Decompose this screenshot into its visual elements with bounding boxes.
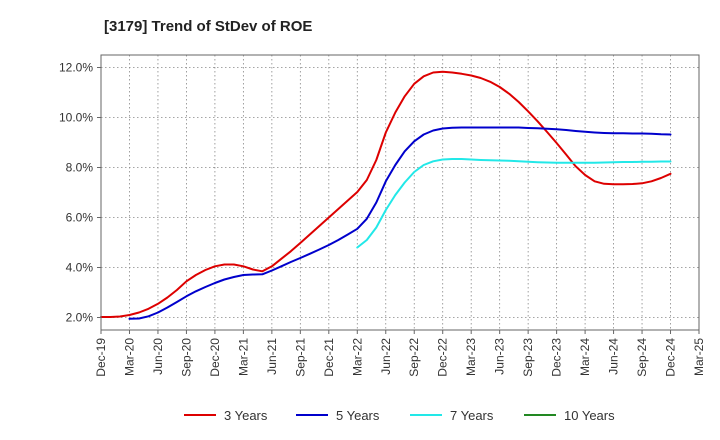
x-tick-label: Mar-24: [578, 338, 592, 376]
x-tick-label: Mar-21: [236, 338, 250, 376]
x-tick-label: Jun-23: [493, 338, 507, 375]
x-tick-label: Sep-24: [635, 338, 649, 377]
y-tick-label: 8.0%: [66, 161, 94, 175]
plot-area-border: [100, 54, 700, 331]
x-tick-label: Jun-21: [265, 338, 279, 375]
x-tick-label: Mar-23: [464, 338, 478, 376]
series-line-7-years: [356, 158, 672, 249]
x-axis-ticks: Dec-19 Mar-20 Jun-20 Sep-20 Dec-20 Mar-21 Jun-…: [94, 330, 706, 377]
legend-label-5-years: 5 Years: [336, 408, 380, 423]
x-tick-label: Sep-22: [407, 338, 421, 377]
x-tick-label: Dec-20: [208, 338, 222, 377]
x-tick-label: Dec-21: [322, 338, 336, 377]
y-tick-label: 6.0%: [66, 211, 94, 225]
x-tick-label: Dec-23: [550, 338, 564, 377]
x-tick-label: Dec-24: [664, 338, 678, 377]
x-tick-label: Mar-22: [350, 338, 364, 376]
legend: 3 Years 5 Years 7 Years 10 Years: [184, 408, 615, 423]
y-tick-label: 2.0%: [66, 311, 94, 325]
chart-title: [3179] Trend of StDev of ROE: [104, 18, 312, 35]
x-tick-label: Dec-22: [436, 338, 450, 377]
legend-label-3-years: 3 Years: [224, 408, 268, 423]
legend-label-7-years: 7 Years: [450, 408, 494, 423]
x-tick-label: Dec-19: [94, 338, 108, 377]
series-layer: [100, 70, 672, 320]
x-tick-label: Jun-24: [607, 338, 621, 375]
y-axis-ticks: 2.0% 4.0% 6.0% 8.0% 10.0% 12.0%: [59, 61, 101, 325]
y-tick-label: 12.0%: [59, 61, 93, 75]
x-tick-label: Jun-20: [151, 338, 165, 375]
legend-label-10-years: 10 Years: [564, 408, 615, 423]
series-line-5-years: [128, 126, 672, 320]
x-tick-label: Mar-25: [692, 338, 706, 376]
x-tick-label: Sep-21: [293, 338, 307, 377]
x-tick-label: Jun-22: [379, 338, 393, 375]
x-tick-label: Sep-20: [179, 338, 193, 377]
x-tick-label: Mar-20: [122, 338, 136, 376]
x-tick-label: Sep-23: [521, 338, 535, 377]
series-line-3-years: [100, 70, 672, 318]
grid-layer: [100, 55, 700, 330]
y-tick-label: 4.0%: [66, 261, 94, 275]
y-tick-label: 10.0%: [59, 111, 93, 125]
